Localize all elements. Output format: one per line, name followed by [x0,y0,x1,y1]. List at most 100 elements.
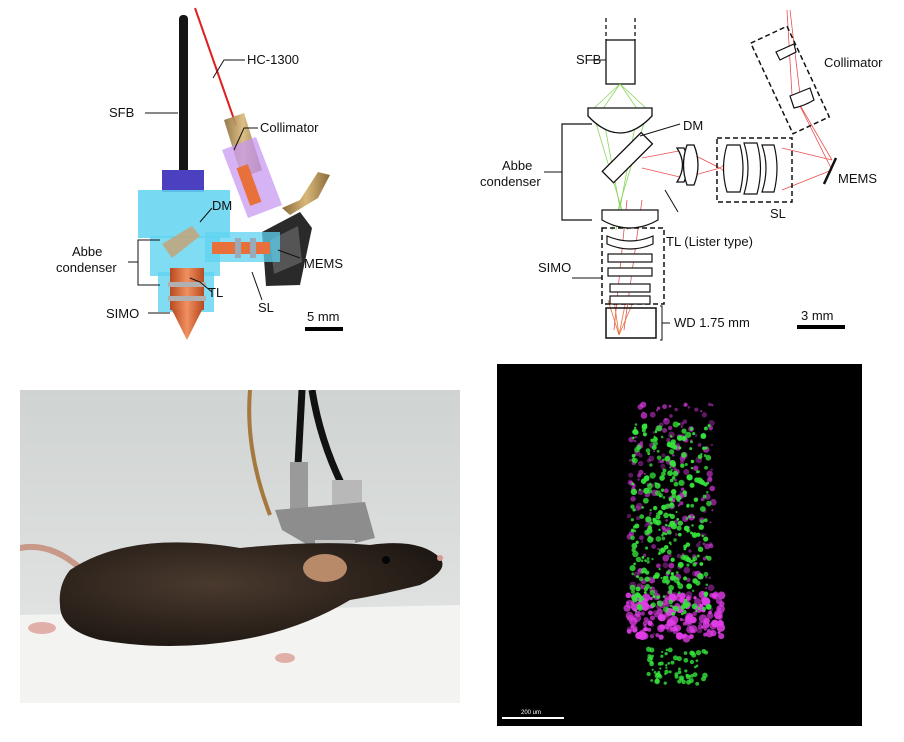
green-cell [629,565,636,572]
green-cell [685,673,689,678]
green-cell [658,528,661,531]
green-cell [668,541,672,545]
magenta-signal [640,611,645,616]
magenta-signal [648,455,655,462]
magenta-signal [676,553,682,559]
green-cell [692,559,696,562]
green-cell [647,483,653,490]
magenta-signal [642,620,648,626]
green-cell [697,470,700,474]
magenta-signal [637,404,644,410]
magenta-signal [665,529,668,532]
green-cell [668,584,675,591]
magenta-signal [684,618,693,627]
green-cell [660,576,663,580]
label-tl: TL [208,285,223,300]
green-cell [705,454,712,461]
label-sfb: SFB [109,105,134,120]
green-cell [705,583,709,587]
green-cell [632,508,636,512]
magenta-signal [643,626,649,632]
collimator-box [749,25,831,135]
green-cell [686,583,693,590]
green-cell [695,659,699,663]
magenta-signal [649,634,654,639]
green-cell [646,671,651,677]
green-cell [692,515,695,519]
magenta-signal [671,621,677,627]
green-cell [706,500,712,507]
green-cell [647,452,651,456]
magenta-signal [703,617,710,624]
green-cell [671,611,676,616]
green-cell [655,514,661,520]
magenta-signal [707,584,715,592]
magenta-signal [705,630,714,638]
sl-lenses [722,142,778,195]
green-cell [645,448,651,453]
magenta-signal [666,437,671,443]
magenta-signal [664,488,669,494]
green-cell [652,574,657,579]
label-dm: DM [212,198,232,213]
green-cell [670,557,675,563]
green-cell [700,433,707,439]
green-cell [697,573,704,580]
magenta-signal [644,523,648,528]
green-cell [669,434,673,438]
green-cell [638,488,642,491]
green-cell [704,593,708,598]
green-cell [683,657,689,663]
green-cell [662,468,667,473]
green-cell [642,497,649,504]
green-cell [669,443,673,446]
green-cell [706,555,712,561]
magenta-signal [630,496,636,502]
magenta-signal [661,453,666,458]
green-cell [695,609,698,613]
green-cell [697,454,703,460]
magenta-signal [679,592,686,599]
magenta-signal [647,458,651,463]
green-cell [662,531,666,536]
green-cell [654,678,660,684]
magenta-signal [634,505,641,512]
magenta-signal [684,403,688,407]
magenta-signal [710,403,714,407]
hc1300-fiber [194,7,237,126]
green-cell [633,529,637,533]
green-cell [664,651,668,656]
magenta-signal [672,625,678,631]
green-cell [677,520,684,526]
label-b-abbe-2: condenser [480,174,541,189]
green-cell [630,504,635,509]
label-sl: SL [258,300,274,315]
magenta-signal [680,425,683,429]
abbe-bracket [561,123,592,221]
green-cell [698,524,704,530]
green-cell [681,452,687,458]
render-svg: HC-1300 SFB Collimator DM Abbe condenser… [56,7,343,340]
green-cell [653,435,656,438]
green-cell [682,609,687,615]
green-cell [677,532,682,537]
magenta-signal [663,623,670,630]
magenta-signal [692,611,698,616]
green-cell [660,488,665,492]
green-cell [657,670,661,674]
green-cell [656,425,663,432]
green-cell [653,436,658,442]
magenta-signal [652,632,656,635]
green-cell [635,540,639,544]
green-cell [677,670,682,675]
green-cell [633,562,636,566]
magenta-signal [656,608,663,615]
magenta-signal [703,632,708,637]
magenta-signal [655,409,659,412]
magenta-signal [657,547,660,551]
magenta-signal [639,535,644,541]
green-cell [690,531,693,535]
green-cell [703,454,707,457]
magenta-signal [626,513,632,519]
label-b-sfb: SFB [576,52,601,67]
